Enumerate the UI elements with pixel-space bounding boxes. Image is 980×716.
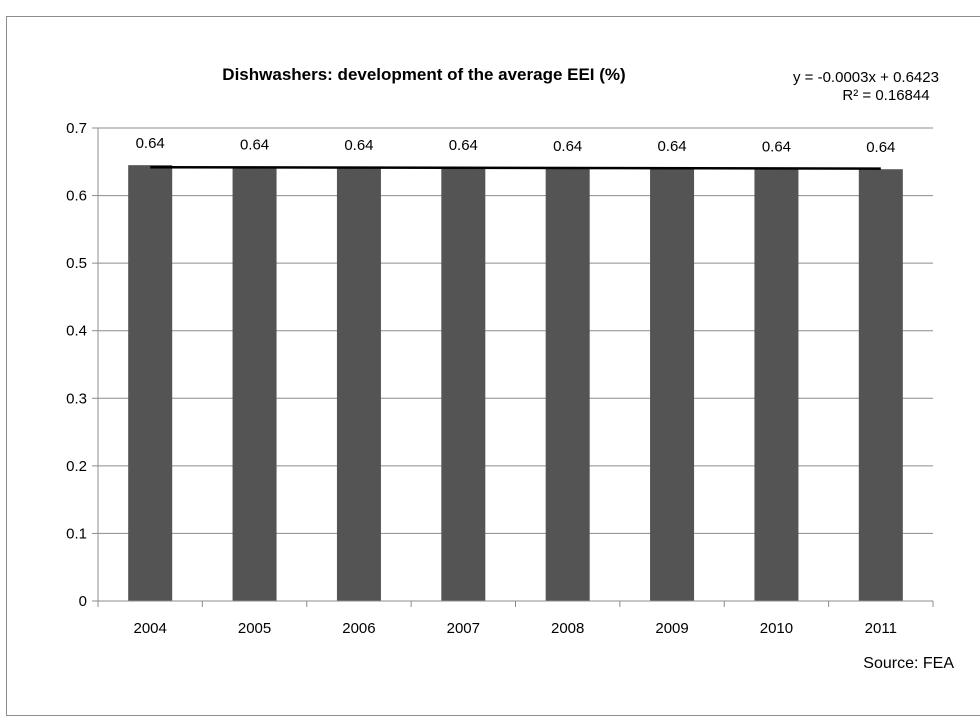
- data-label: 0.64: [762, 139, 791, 156]
- tick-labels: 0 0.1 0.2 0.3 0.4 0.5 0.6 0.7 2004 2005 2006 2007 20…: [66, 120, 897, 637]
- data-label: 0.64: [449, 137, 478, 154]
- grid-lines: [98, 127, 933, 534]
- trendline: [150, 165, 881, 170]
- x-tick-label: 2010: [760, 620, 793, 637]
- bar-chart: Dishwashers: development of the average …: [66, 65, 939, 637]
- bar: [232, 166, 277, 601]
- bar: [650, 167, 695, 602]
- x-tick-label: 2005: [238, 620, 271, 637]
- y-tick-label: 0.5: [66, 255, 87, 272]
- data-label: 0.64: [553, 138, 582, 155]
- data-label: 0.64: [240, 137, 269, 154]
- y-tick-label: 0.6: [66, 188, 87, 205]
- data-label: 0.64: [344, 137, 373, 154]
- axes: [92, 127, 934, 607]
- y-tick-label: 0.4: [66, 323, 87, 340]
- bar: [441, 167, 486, 602]
- trendline-equation: y = -0.0003x + 0.6423: [793, 69, 939, 86]
- bar: [754, 168, 799, 602]
- data-label: 0.64: [657, 138, 686, 155]
- trendline-line: [150, 165, 881, 170]
- y-tick-label: 0.2: [66, 458, 87, 475]
- y-tick-label: 0.1: [66, 525, 87, 542]
- source-note: Source: FEA: [863, 655, 954, 672]
- y-tick-label: 0: [79, 593, 87, 610]
- chart-title: Dishwashers: development of the average …: [222, 65, 625, 84]
- x-tick-label: 2008: [551, 620, 584, 637]
- data-labels: 0.64 0.64 0.64 0.64 0.64 0.64 0.64 0.64: [136, 135, 896, 156]
- data-label: 0.64: [136, 135, 165, 152]
- data-label: 0.64: [866, 139, 895, 156]
- bars: [128, 165, 903, 602]
- x-tick-label: 2009: [655, 620, 688, 637]
- bar: [545, 167, 590, 602]
- x-tick-label: 2004: [134, 620, 167, 637]
- trendline-r2: R² = 0.16844: [842, 87, 929, 104]
- bar: [128, 165, 173, 601]
- x-tick-label: 2011: [865, 620, 897, 637]
- bar: [858, 169, 903, 601]
- y-tick-label: 0.7: [66, 120, 87, 137]
- y-tick-label: 0.3: [66, 390, 87, 407]
- bar: [336, 167, 381, 602]
- x-tick-label: 2006: [342, 620, 375, 637]
- x-tick-label: 2007: [447, 620, 480, 637]
